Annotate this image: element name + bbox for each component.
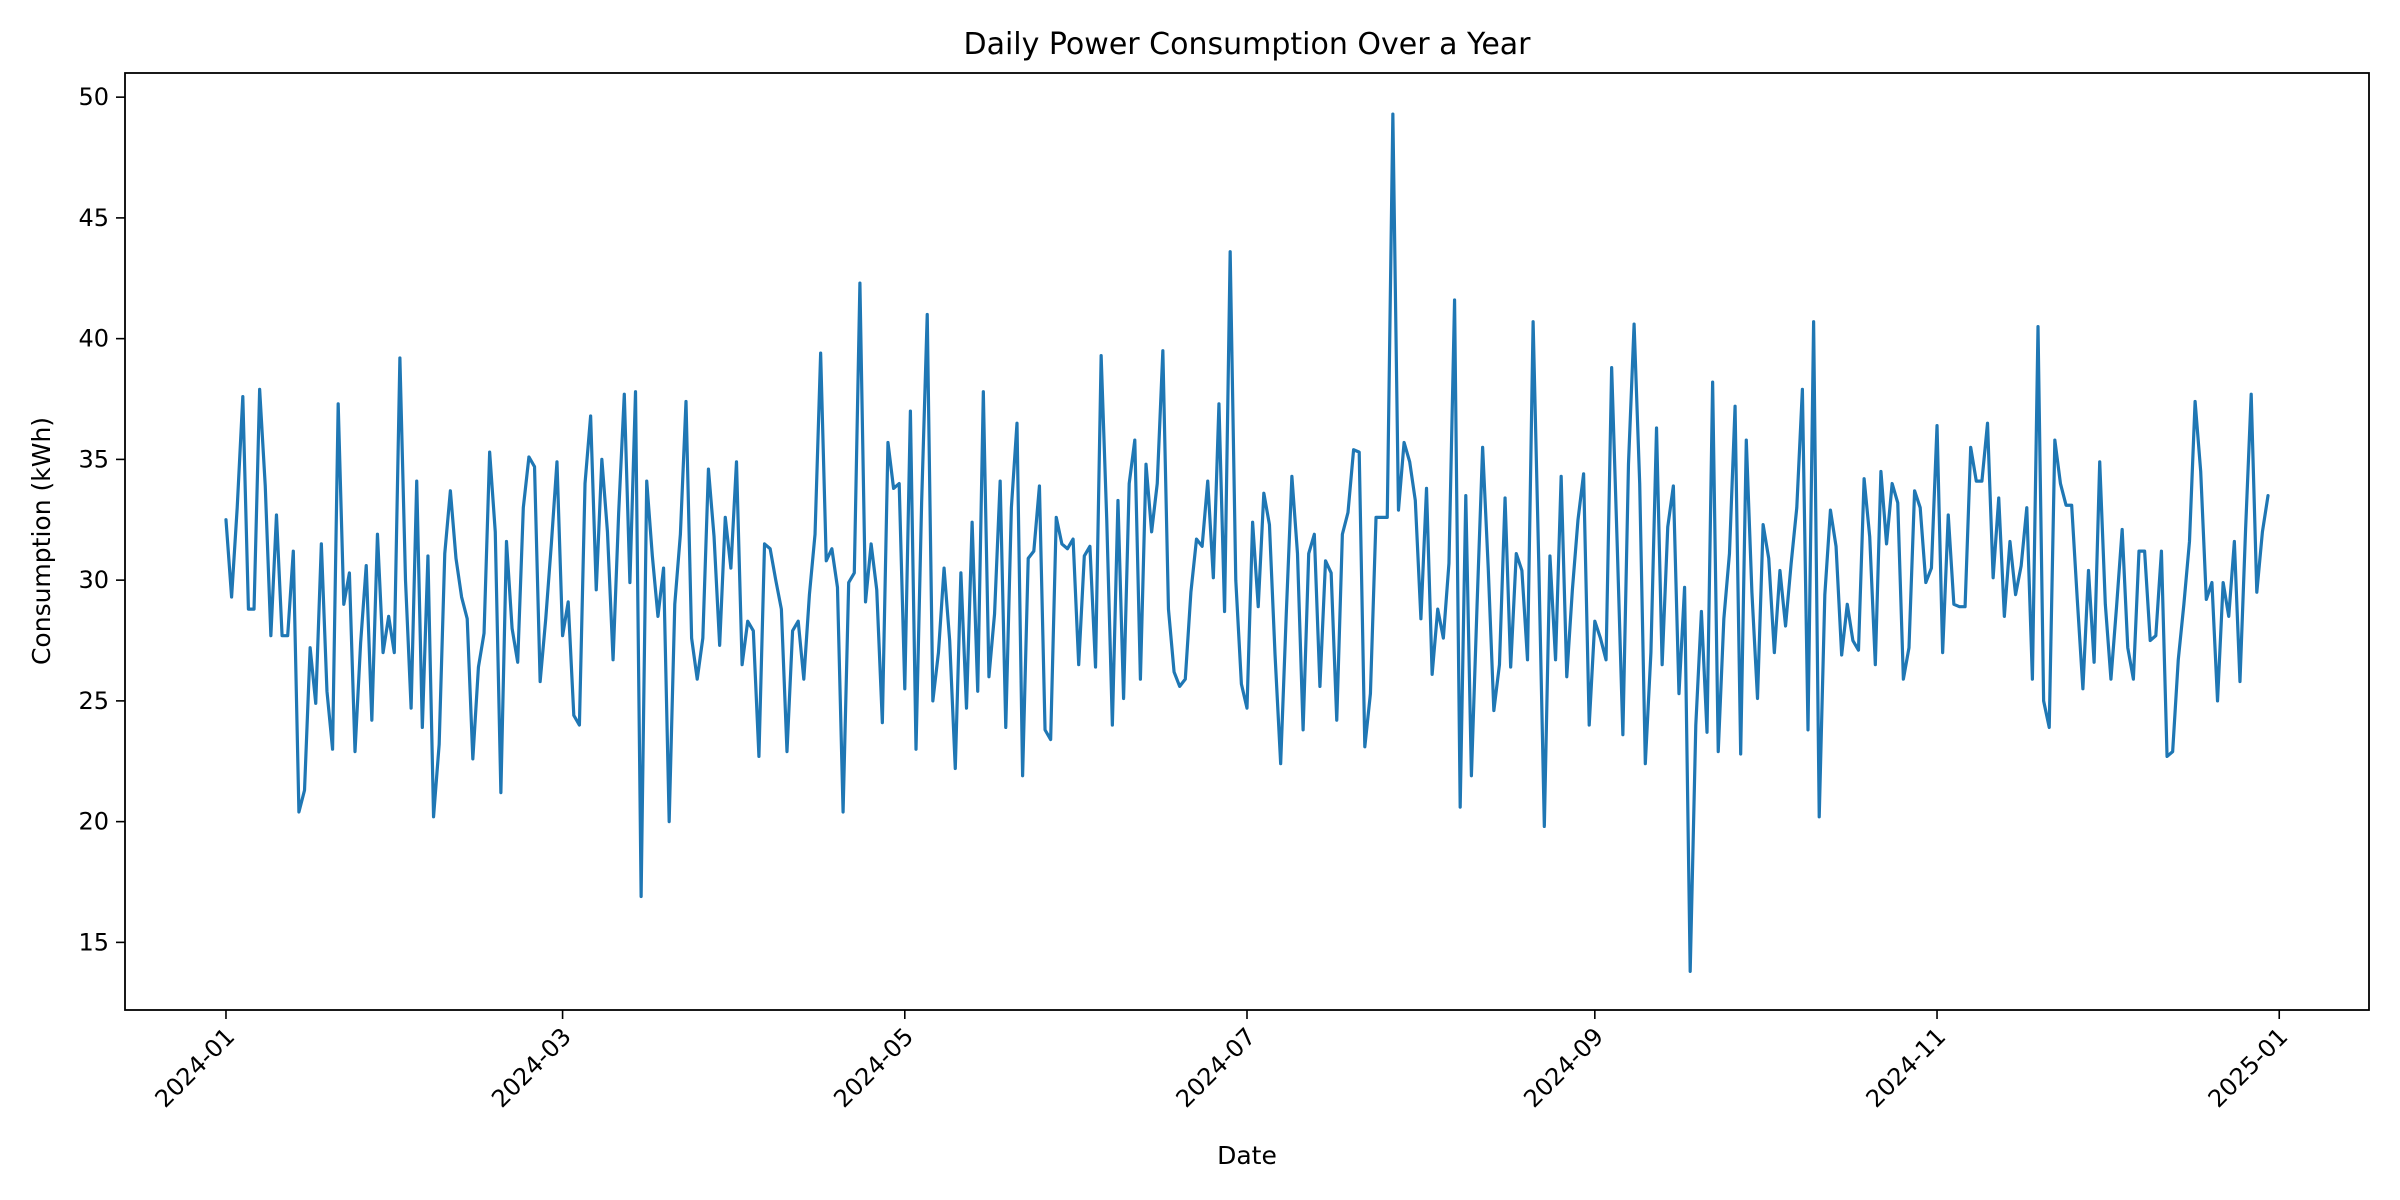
y-tick-label: 30 (78, 566, 109, 594)
y-tick-label: 25 (78, 687, 109, 715)
y-tick-label: 40 (78, 325, 109, 353)
series-layer (224, 112, 2270, 973)
y-tick-label: 50 (78, 83, 109, 111)
y-tick-label: 35 (78, 445, 109, 473)
chart-title: Daily Power Consumption Over a Year (963, 27, 1531, 62)
y-tick-label: 20 (78, 808, 109, 836)
y-axis: 15 20 25 30 35 40 45 50 (78, 83, 125, 956)
y-axis-title: Consumption (kWh) (27, 417, 56, 665)
x-axis-title: Date (1217, 1141, 1277, 1170)
y-tick-label: 15 (78, 928, 109, 956)
y-tick-label: 45 (78, 204, 109, 232)
series-line-0 (224, 112, 2270, 973)
